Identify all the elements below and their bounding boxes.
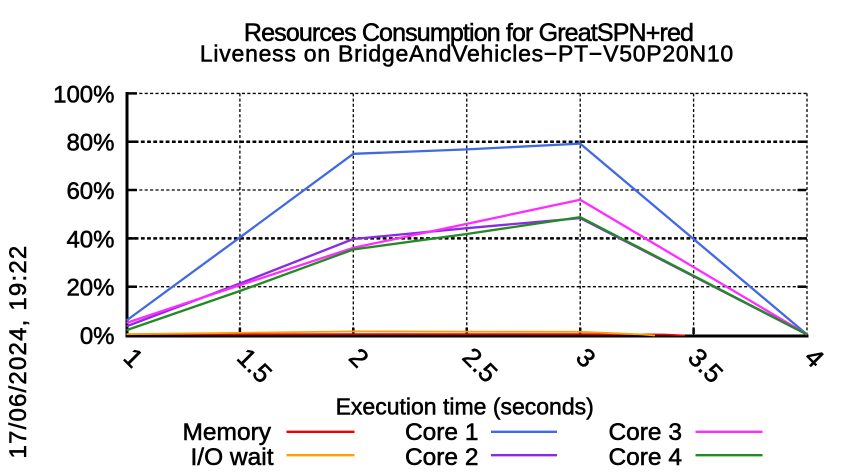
svg-text:20%: 20% xyxy=(66,275,114,302)
svg-text:Core 4: Core 4 xyxy=(608,444,682,471)
svg-text:Liveness on BridgeAndVehicles−: Liveness on BridgeAndVehicles−PT−V50P20N… xyxy=(200,41,734,67)
svg-text:3.5: 3.5 xyxy=(682,342,729,389)
svg-text:0%: 0% xyxy=(80,323,115,350)
svg-text:4: 4 xyxy=(799,342,830,373)
svg-text:Memory: Memory xyxy=(183,419,272,446)
svg-text:40%: 40% xyxy=(66,226,114,253)
svg-text:100%: 100% xyxy=(53,81,114,108)
svg-text:60%: 60% xyxy=(66,178,114,205)
svg-text:Resources Consumption for Grea: Resources Consumption for GreatSPN+red xyxy=(244,19,693,47)
svg-text:2: 2 xyxy=(343,342,374,373)
svg-text:Execution time (seconds): Execution time (seconds) xyxy=(336,393,594,419)
svg-text:80%: 80% xyxy=(66,130,114,157)
svg-text:Core 1: Core 1 xyxy=(405,419,479,446)
svg-text:Core 3: Core 3 xyxy=(608,419,682,446)
svg-text:Core 2: Core 2 xyxy=(405,444,479,471)
svg-text:3: 3 xyxy=(570,342,601,373)
svg-text:I/O wait: I/O wait xyxy=(190,444,273,471)
svg-text:1.5: 1.5 xyxy=(231,342,278,389)
svg-text:17/06/2024, 19:22: 17/06/2024, 19:22 xyxy=(5,245,32,459)
svg-text:2.5: 2.5 xyxy=(457,342,504,389)
svg-text:1: 1 xyxy=(118,342,149,373)
